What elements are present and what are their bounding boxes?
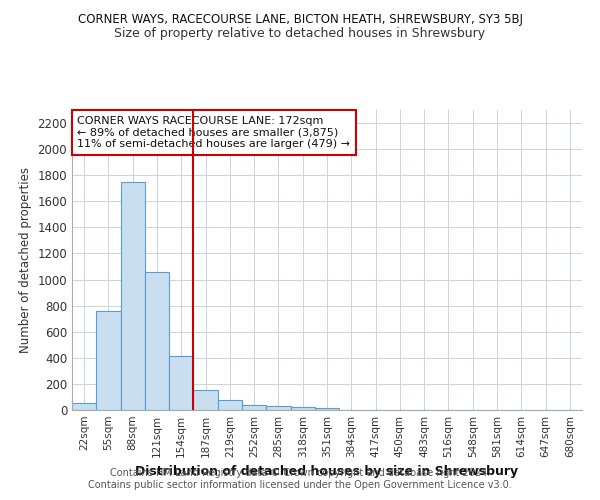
Bar [315,408,339,410]
Bar [242,405,266,410]
Text: Contains HM Land Registry data © Crown copyright and database right 2024.: Contains HM Land Registry data © Crown c… [110,468,490,477]
Text: Contains public sector information licensed under the Open Government Licence v3: Contains public sector information licen… [88,480,512,490]
Y-axis label: Number of detached properties: Number of detached properties [19,167,32,353]
Text: CORNER WAYS RACECOURSE LANE: 172sqm
← 89% of detached houses are smaller (3,875): CORNER WAYS RACECOURSE LANE: 172sqm ← 89… [77,116,350,149]
Bar [266,406,290,410]
Bar [96,311,121,410]
X-axis label: Distribution of detached houses by size in Shrewsbury: Distribution of detached houses by size … [136,466,518,478]
Text: CORNER WAYS, RACECOURSE LANE, BICTON HEATH, SHREWSBURY, SY3 5BJ: CORNER WAYS, RACECOURSE LANE, BICTON HEA… [77,12,523,26]
Bar [193,390,218,410]
Bar [72,404,96,410]
Bar [121,182,145,410]
Bar [145,272,169,410]
Bar [290,408,315,410]
Bar [169,356,193,410]
Bar [218,400,242,410]
Text: Size of property relative to detached houses in Shrewsbury: Size of property relative to detached ho… [115,28,485,40]
